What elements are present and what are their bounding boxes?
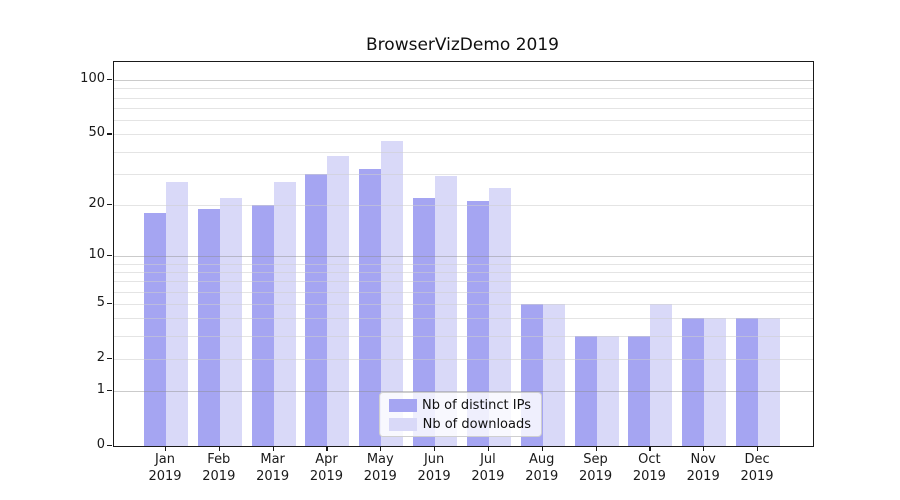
y-tick-label-1: 1 xyxy=(96,382,105,398)
bar-ips-feb xyxy=(197,208,220,446)
legend-label-downloads: Nb of downloads xyxy=(422,416,531,432)
bar-downloads-oct xyxy=(650,304,673,446)
x-tick-label-aug: Aug 2019 xyxy=(525,452,559,484)
bar-downloads-jan xyxy=(166,181,188,446)
x-tick-mark-nov xyxy=(703,447,705,451)
x-tick-label-dec: Dec 2019 xyxy=(740,452,774,484)
major-gridline-1 xyxy=(114,391,813,393)
legend-item-downloads: Nb of downloads xyxy=(380,415,541,434)
chart-title: BrowserVizDemo 2019 xyxy=(366,35,559,55)
bar-downloads-dec xyxy=(758,318,781,446)
major-gridline-100 xyxy=(114,80,813,82)
y-tick-label-10: 10 xyxy=(88,246,105,262)
bar-downloads-nov xyxy=(704,318,727,446)
minor-gridline-90 xyxy=(114,88,813,90)
minor-gridline-70 xyxy=(114,108,813,110)
x-tick-label-sep: Sep 2019 xyxy=(579,452,613,484)
y-tick-mark-1 xyxy=(107,390,112,392)
y-tick-mark-5 xyxy=(107,302,112,305)
grid-layer xyxy=(114,62,813,446)
x-tick-label-may: May 2019 xyxy=(363,452,397,484)
x-tick-label-mar: Mar 2019 xyxy=(256,452,290,484)
y-tick-label-50: 50 xyxy=(88,125,105,141)
bar-ips-apr xyxy=(305,173,328,446)
x-tick-mark-jan xyxy=(165,447,167,451)
bar-ips-may xyxy=(359,168,382,446)
x-tick-mark-jun xyxy=(434,447,436,451)
minor-gridline-6 xyxy=(114,291,813,293)
bar-downloads-sep xyxy=(596,336,619,446)
minor-gridline-40 xyxy=(114,151,813,153)
x-tick-mark-sep xyxy=(595,447,597,451)
legend-item-ips: Nb of distinct IPs xyxy=(380,396,541,415)
minor-gridline-3 xyxy=(114,336,813,338)
x-tick-label-jan: Jan 2019 xyxy=(148,452,182,484)
bar-ips-jun xyxy=(413,197,436,446)
bar-downloads-jul xyxy=(488,187,511,446)
y-tick-mark-0 xyxy=(107,445,112,447)
y-tick-label-0: 0 xyxy=(96,437,105,452)
bar-ips-nov xyxy=(682,318,705,446)
x-tick-label-oct: Oct 2019 xyxy=(632,452,666,484)
y-tick-mark-2 xyxy=(107,357,112,360)
minor-gridline-2 xyxy=(114,358,813,360)
y-tick-label-5: 5 xyxy=(96,294,105,310)
y-tick-label-2: 2 xyxy=(96,349,105,365)
x-tick-label-nov: Nov 2019 xyxy=(686,452,720,484)
minor-gridline-60 xyxy=(114,120,813,122)
plot-area: Nb of distinct IPs Nb of downloads xyxy=(113,61,814,447)
bars-layer xyxy=(114,62,813,446)
legend-label-ips: Nb of distinct IPs xyxy=(422,397,531,413)
minor-gridline-50 xyxy=(114,134,813,136)
x-tick-mark-jul xyxy=(487,447,490,451)
bar-downloads-may xyxy=(381,140,404,446)
y-tick-mark-50 xyxy=(107,133,112,135)
bar-downloads-mar xyxy=(273,181,296,446)
minor-gridline-30 xyxy=(114,173,813,175)
x-tick-mark-dec xyxy=(757,447,759,451)
bar-downloads-aug xyxy=(542,304,565,446)
y-tick-mark-100 xyxy=(107,79,112,81)
x-tick-mark-oct xyxy=(649,447,651,451)
bar-ips-sep xyxy=(574,336,597,446)
bar-ips-dec xyxy=(736,318,759,446)
y-tick-mark-20 xyxy=(107,203,112,205)
x-tick-label-apr: Apr 2019 xyxy=(309,452,343,484)
x-tick-mark-apr xyxy=(326,447,328,451)
minor-gridline-4 xyxy=(114,318,813,320)
minor-gridline-8 xyxy=(114,271,813,273)
y-tick-label-20: 20 xyxy=(88,195,105,211)
x-tick-mark-aug xyxy=(541,447,543,451)
x-tick-label-feb: Feb 2019 xyxy=(202,452,236,484)
x-tick-mark-feb xyxy=(218,447,220,451)
bar-downloads-apr xyxy=(327,155,350,446)
y-tick-label-100: 100 xyxy=(80,71,105,87)
legend: Nb of distinct IPs Nb of downloads xyxy=(379,392,542,437)
bar-ips-mar xyxy=(251,204,274,446)
x-tick-mark-may xyxy=(380,447,382,451)
minor-gridline-7 xyxy=(114,281,813,283)
bar-ips-jan xyxy=(144,212,166,446)
bar-ips-jul xyxy=(466,201,489,446)
x-tick-mark-mar xyxy=(272,447,274,451)
bar-ips-oct xyxy=(628,336,651,446)
bar-downloads-feb xyxy=(219,197,242,446)
x-tick-label-jul: Jul 2019 xyxy=(471,452,505,484)
minor-gridline-9 xyxy=(114,263,813,265)
major-gridline-10 xyxy=(114,255,813,257)
minor-gridline-20 xyxy=(114,204,813,206)
x-tick-label-jun: Jun 2019 xyxy=(417,452,451,484)
legend-swatch-downloads xyxy=(389,417,417,431)
minor-gridline-5 xyxy=(114,303,813,305)
bar-downloads-jun xyxy=(435,176,458,446)
y-tick-mark-10 xyxy=(107,254,112,257)
minor-gridline-80 xyxy=(114,97,813,99)
legend-swatch-ips xyxy=(389,398,417,412)
